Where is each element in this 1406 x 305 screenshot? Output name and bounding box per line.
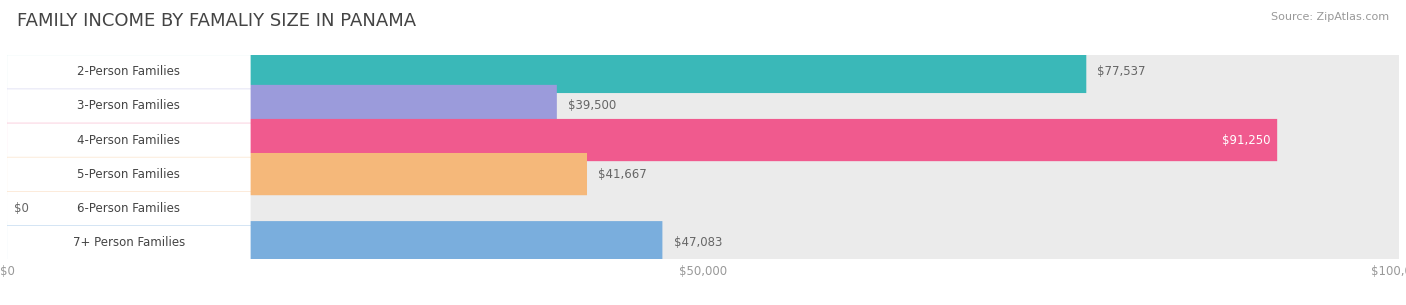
Text: FAMILY INCOME BY FAMALIY SIZE IN PANAMA: FAMILY INCOME BY FAMALIY SIZE IN PANAMA (17, 12, 416, 30)
FancyBboxPatch shape (7, 89, 250, 123)
FancyBboxPatch shape (7, 85, 1399, 127)
FancyBboxPatch shape (7, 225, 250, 259)
FancyBboxPatch shape (7, 51, 1399, 93)
Text: $47,083: $47,083 (673, 236, 721, 249)
Text: 7+ Person Families: 7+ Person Families (73, 236, 186, 249)
FancyBboxPatch shape (7, 119, 1277, 161)
FancyBboxPatch shape (7, 51, 1087, 93)
FancyBboxPatch shape (7, 55, 250, 89)
Text: 2-Person Families: 2-Person Families (77, 66, 180, 78)
FancyBboxPatch shape (7, 191, 250, 225)
Text: $0: $0 (14, 202, 30, 215)
Text: 6-Person Families: 6-Person Families (77, 202, 180, 215)
Text: 3-Person Families: 3-Person Families (77, 99, 180, 113)
FancyBboxPatch shape (7, 119, 1399, 161)
FancyBboxPatch shape (7, 153, 588, 195)
FancyBboxPatch shape (7, 153, 1399, 195)
Text: 5-Person Families: 5-Person Families (77, 168, 180, 181)
Text: Source: ZipAtlas.com: Source: ZipAtlas.com (1271, 12, 1389, 22)
FancyBboxPatch shape (7, 157, 250, 191)
FancyBboxPatch shape (7, 221, 1399, 263)
Text: $91,250: $91,250 (1222, 134, 1270, 146)
Text: $77,537: $77,537 (1098, 66, 1146, 78)
FancyBboxPatch shape (7, 187, 1399, 229)
Text: 4-Person Families: 4-Person Families (77, 134, 180, 146)
Text: $41,667: $41,667 (598, 168, 647, 181)
FancyBboxPatch shape (7, 123, 250, 157)
Text: $39,500: $39,500 (568, 99, 616, 113)
FancyBboxPatch shape (7, 85, 557, 127)
FancyBboxPatch shape (7, 221, 662, 263)
